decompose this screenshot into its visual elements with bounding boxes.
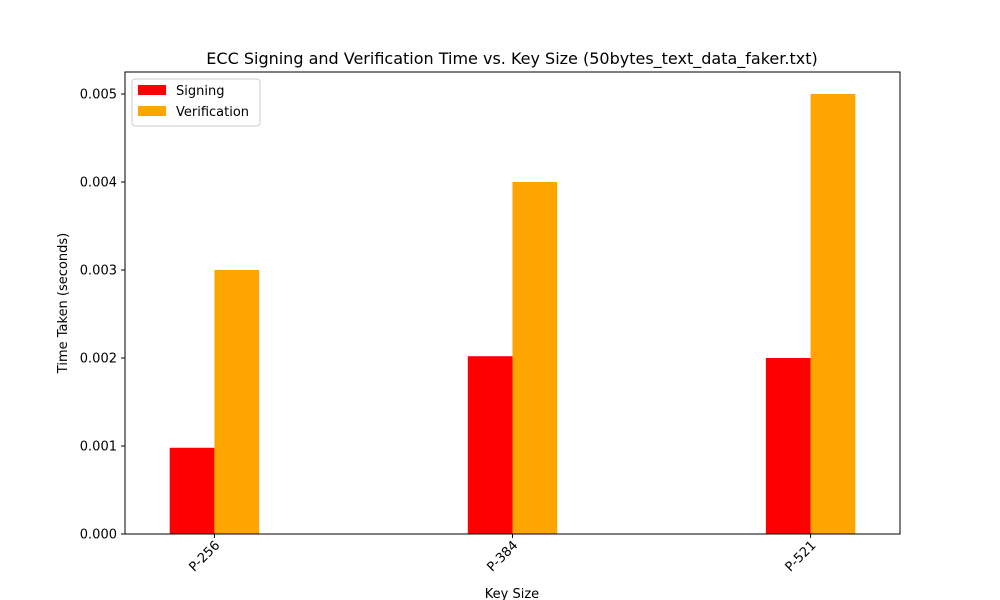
x-axis-label: Key Size: [485, 587, 539, 600]
x-axis: P-256 P-384 P-521: [186, 534, 819, 575]
bar-verification-p-256: [214, 270, 260, 534]
x-tick-label-p-256: P-256: [186, 538, 223, 575]
x-tick-label-p-384: P-384: [485, 538, 522, 575]
bar-signing-p-256: [169, 447, 215, 534]
legend-label-signing: Signing: [176, 84, 224, 99]
y-tick-label: 0.000: [80, 528, 117, 543]
legend-swatch-verification: [138, 106, 166, 116]
bars-group: [169, 94, 856, 534]
y-tick-label: 0.003: [80, 264, 117, 279]
legend: Signing Verification: [131, 78, 261, 127]
y-tick-label: 0.005: [80, 88, 117, 103]
chart-title: ECC Signing and Verification Time vs. Ke…: [206, 49, 817, 69]
y-tick-label: 0.004: [80, 176, 117, 191]
y-axis: 0.000 0.001 0.002 0.003 0.004 0.005: [80, 88, 125, 543]
y-axis-label: Time Taken (seconds): [56, 233, 71, 374]
bar-signing-p-384: [467, 356, 513, 534]
y-tick-label: 0.001: [80, 440, 117, 455]
y-tick-label: 0.002: [80, 352, 117, 367]
legend-swatch-signing: [138, 85, 166, 95]
legend-label-verification: Verification: [176, 105, 249, 120]
bar-signing-p-521: [765, 358, 811, 534]
x-tick-label-p-521: P-521: [783, 538, 820, 575]
bar-verification-p-384: [512, 182, 558, 534]
bar-verification-p-521: [810, 94, 856, 534]
